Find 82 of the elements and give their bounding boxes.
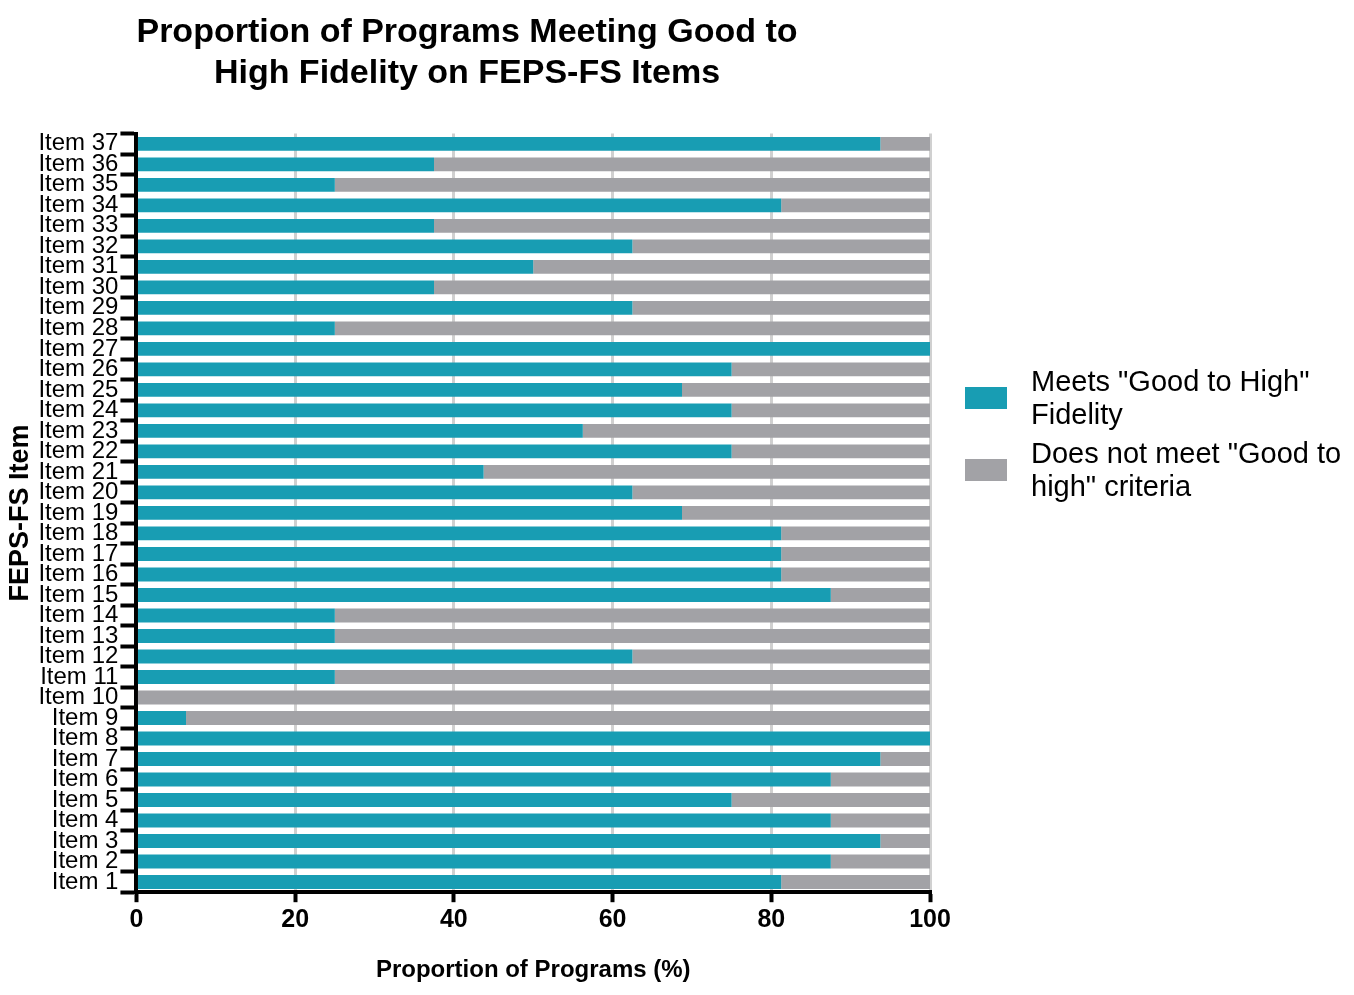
bar (137, 382, 683, 397)
bar (137, 280, 435, 295)
bar (781, 526, 930, 541)
bar (137, 218, 435, 233)
bar (137, 444, 732, 459)
legend-label: Meets "Good to High" Fidelity (1031, 365, 1311, 431)
x-tick-label: 60 (598, 904, 627, 933)
y-tick-label: Item 28 (38, 313, 119, 340)
bar (137, 690, 930, 705)
bar (334, 628, 930, 643)
bar (880, 136, 930, 151)
bar (137, 628, 335, 643)
bar (632, 649, 930, 664)
bar (137, 567, 782, 582)
bar (830, 587, 930, 602)
bar (137, 464, 484, 479)
x-axis-title: Proportion of Programs (%) (375, 955, 691, 983)
bar (137, 546, 782, 561)
bar (582, 423, 930, 438)
x-tick-label: 0 (129, 904, 144, 933)
bar (137, 362, 732, 377)
bar (632, 239, 930, 254)
bar (880, 751, 930, 766)
bar (632, 485, 930, 500)
bar (137, 813, 831, 828)
bar (137, 772, 831, 787)
bar (137, 177, 335, 192)
x-tick-label: 100 (909, 904, 951, 933)
bar (186, 710, 930, 725)
bar (731, 792, 930, 807)
bar (830, 772, 930, 787)
bar (137, 157, 435, 172)
bar (137, 239, 633, 254)
bar (731, 444, 930, 459)
bar (483, 464, 930, 479)
bar (137, 526, 782, 541)
bar (137, 833, 881, 848)
bar (137, 321, 335, 336)
bar (632, 300, 930, 315)
bar (781, 874, 930, 889)
bar (781, 198, 930, 213)
legend-label: Does not meet "Good to high" criteria (1031, 437, 1343, 503)
bar (137, 854, 831, 869)
bar (781, 567, 930, 582)
x-tick-label: 20 (281, 904, 310, 933)
bar (781, 546, 930, 561)
bar (137, 669, 335, 684)
bar (137, 505, 683, 520)
bar (137, 710, 187, 725)
bar (137, 751, 881, 766)
bar (137, 259, 534, 274)
bar (682, 505, 930, 520)
y-axis-title: FEPS-FS Item (3, 424, 34, 602)
bar (334, 669, 930, 684)
bar (334, 608, 930, 623)
bar (137, 341, 930, 356)
bar (137, 731, 930, 746)
bar (137, 587, 831, 602)
bar (830, 813, 930, 828)
bar (137, 649, 633, 664)
bar (137, 792, 732, 807)
bar (434, 280, 930, 295)
bar (880, 833, 930, 848)
bar (137, 300, 633, 315)
x-tick-label: 80 (757, 904, 786, 933)
bar (731, 362, 930, 377)
bar (434, 157, 930, 172)
bar (682, 382, 930, 397)
chart-title: Proportion of Programs Meeting Good to High Fidelity on FEPS-FS Items (136, 10, 798, 90)
bar (434, 218, 930, 233)
bar (137, 403, 732, 418)
bar (137, 198, 782, 213)
bar (334, 177, 930, 192)
bar (731, 403, 930, 418)
bar (830, 854, 930, 869)
bar (137, 485, 633, 500)
bar (533, 259, 930, 274)
bar (137, 423, 583, 438)
x-tick-label: 40 (439, 904, 468, 933)
bar (137, 136, 881, 151)
bar (137, 608, 335, 623)
bar (334, 321, 930, 336)
